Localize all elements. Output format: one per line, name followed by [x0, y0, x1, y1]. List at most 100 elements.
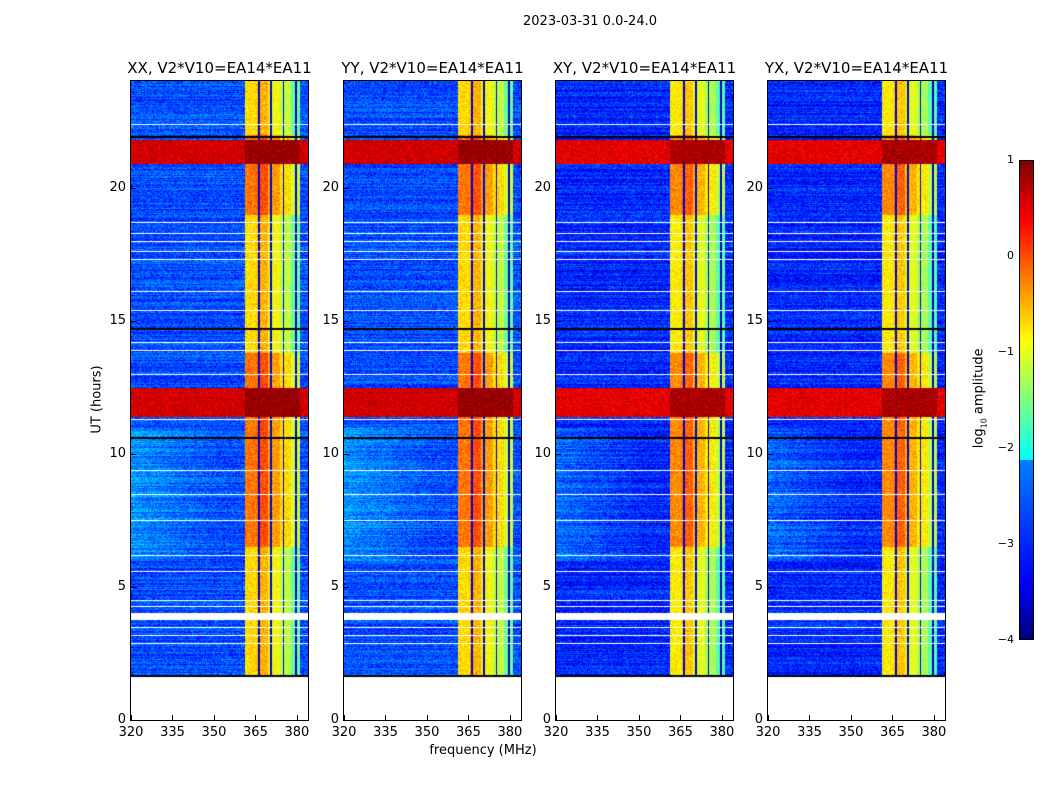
y-tick-label: 15	[109, 312, 126, 328]
colorbar-tick: −4	[997, 633, 1014, 646]
y-tick-label: 5	[330, 578, 339, 594]
colorbar-tick: −2	[997, 441, 1014, 454]
x-tick-mark	[892, 715, 894, 720]
x-tick-label: 365	[668, 725, 693, 740]
heatmap-image	[768, 81, 945, 720]
x-tick-label: 380	[497, 725, 523, 740]
x-tick-label: 335	[585, 725, 610, 740]
y-tick-mark	[131, 720, 136, 721]
y-tick-label: 20	[322, 179, 339, 195]
x-tick-label: 350	[626, 725, 652, 740]
heatmap-image	[556, 81, 733, 720]
y-tick-label: 15	[534, 312, 551, 328]
y-tick-mark	[344, 720, 349, 721]
y-tick-label: 0	[330, 712, 339, 727]
x-tick-mark	[638, 715, 640, 720]
spectrogram-panel-yy: YY, V2*V10=EA14*EA11 320 335 350 365 380 0 5 10 1…	[322, 59, 523, 740]
x-tick-label: 365	[243, 725, 268, 740]
x-tick-label: 365	[456, 725, 481, 740]
x-tick-mark	[344, 715, 345, 720]
x-tick-label: 350	[201, 725, 227, 740]
x-tick-label: 335	[373, 725, 398, 740]
colorbar-label-main: log	[971, 428, 987, 449]
x-tick-mark	[680, 715, 682, 720]
y-tick-mark	[131, 586, 136, 588]
y-tick-label: 15	[746, 312, 763, 328]
x-tick-label: 320	[755, 725, 781, 740]
colorbar-label: log10 amplitude	[972, 348, 989, 448]
spectrogram-panel-yx: YX, V2*V10=EA14*EA11 320 335 350 365 380 0 5 10 1…	[746, 59, 948, 740]
x-tick-mark	[385, 715, 387, 720]
figure-title: 2023-03-31 0.0-24.0	[523, 14, 657, 29]
y-tick-label: 5	[117, 578, 126, 594]
y-tick-mark	[768, 187, 773, 189]
y-tick-mark	[768, 720, 773, 721]
y-tick-label: 0	[117, 712, 126, 727]
y-tick-mark	[344, 187, 349, 189]
x-tick-mark	[426, 715, 428, 720]
y-tick-mark	[131, 453, 136, 455]
y-tick-label: 20	[534, 179, 551, 195]
x-tick-label: 335	[160, 725, 185, 740]
x-tick-mark	[933, 715, 935, 720]
x-tick-label: 320	[331, 725, 357, 740]
x-tick-label: 335	[797, 725, 822, 740]
y-tick-mark	[556, 453, 561, 455]
y-tick-label: 10	[746, 445, 763, 461]
panel-title: XX, V2*V10=EA14*EA11	[127, 59, 312, 77]
y-tick-label: 20	[746, 179, 763, 195]
x-tick-label: 350	[414, 725, 440, 740]
y-tick-label: 0	[754, 712, 763, 727]
colorbar-tick: 0	[1007, 249, 1014, 262]
x-tick-mark	[768, 715, 769, 720]
y-tick-mark	[768, 320, 773, 322]
x-tick-mark	[468, 715, 470, 720]
colorbar-tick: 1	[1007, 153, 1014, 166]
x-tick-mark	[172, 715, 174, 720]
y-tick-mark	[556, 586, 561, 588]
colorbar-tick: −3	[997, 537, 1014, 550]
x-tick-label: 380	[284, 725, 310, 740]
x-tick-label: 320	[543, 725, 569, 740]
x-tick-mark	[809, 715, 811, 720]
x-tick-mark	[509, 715, 511, 720]
y-tick-label: 10	[109, 445, 126, 461]
x-tick-mark	[556, 715, 557, 720]
x-tick-mark	[296, 715, 298, 720]
panel-title: YY, V2*V10=EA14*EA11	[341, 59, 524, 77]
y-tick-mark	[556, 187, 561, 189]
y-tick-label: 15	[322, 312, 339, 328]
y-tick-mark	[768, 453, 773, 455]
x-tick-mark	[597, 715, 599, 720]
x-tick-label: 350	[838, 725, 864, 740]
y-tick-mark	[768, 586, 773, 588]
heatmap-image	[344, 81, 521, 720]
spectrogram-panel-xy: XY, V2*V10=EA14*EA11 320 335 350 365 380 0 5 10 1…	[534, 59, 736, 740]
panel-title: YX, V2*V10=EA14*EA11	[764, 59, 949, 77]
y-tick-mark	[556, 320, 561, 322]
x-tick-mark	[131, 715, 132, 720]
y-tick-mark	[344, 453, 349, 455]
y-tick-label: 5	[542, 578, 551, 594]
spectrogram-panel-xx: XX, V2*V10=EA14*EA11 320 335 350 365 380 0 5 10 1…	[109, 59, 311, 740]
y-tick-mark	[556, 720, 561, 721]
y-tick-label: 20	[109, 179, 126, 195]
colorbar-label-sub: 10	[979, 418, 989, 429]
y-axis-label: UT (hours)	[89, 365, 105, 434]
y-tick-mark	[131, 320, 136, 322]
x-tick-mark	[213, 715, 215, 720]
y-tick-label: 10	[534, 445, 551, 461]
y-tick-label: 10	[322, 445, 339, 461]
x-tick-mark	[721, 715, 723, 720]
heatmap-image	[131, 81, 308, 720]
x-tick-label: 380	[709, 725, 735, 740]
y-tick-label: 5	[754, 578, 763, 594]
x-tick-mark	[850, 715, 852, 720]
y-tick-label: 0	[542, 712, 551, 727]
panel-title: XY, V2*V10=EA14*EA11	[552, 59, 737, 77]
x-axis-label: frequency (MHz)	[429, 743, 537, 758]
y-tick-mark	[131, 187, 136, 189]
colorbar	[1019, 160, 1034, 640]
x-tick-label: 320	[118, 725, 144, 740]
